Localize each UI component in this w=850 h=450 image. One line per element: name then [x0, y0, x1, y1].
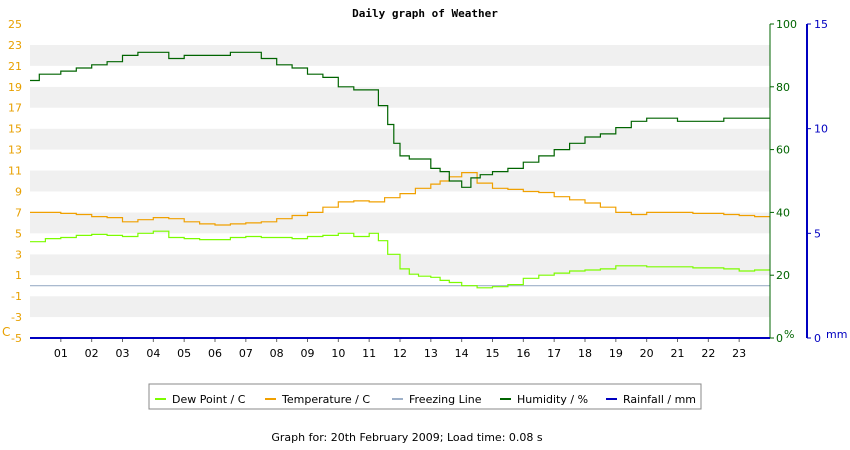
left-tick-label: 5	[15, 227, 22, 240]
left-tick-label: 25	[8, 18, 22, 31]
legend-label: Dew Point / C	[172, 393, 246, 406]
series-line-temperature-c	[30, 172, 770, 226]
legend-label: Rainfall / mm	[623, 393, 696, 406]
x-tick-label: 09	[301, 347, 315, 360]
legend-box	[148, 383, 702, 410]
x-tick-label: 19	[609, 347, 623, 360]
series-line-humidity	[30, 51, 770, 188]
grid-band	[30, 233, 770, 255]
left-tick-label: 15	[8, 123, 22, 136]
left-tick-label: 17	[8, 102, 22, 115]
chart-title: Daily graph of Weather	[352, 7, 498, 20]
left-tick-label: 13	[8, 144, 22, 157]
grid-band	[30, 149, 770, 171]
left-tick-label: -5	[11, 332, 22, 345]
humidity-axis-ticks: 20 40 60 80 100 0	[770, 18, 797, 345]
left-axis-unit: C	[2, 325, 10, 339]
left-tick-label: 23	[8, 39, 22, 52]
rainfall-axis-unit: mm	[826, 328, 847, 341]
x-tick-label: 21	[671, 347, 685, 360]
left-tick-label: 9	[15, 185, 22, 198]
x-tick-label: 10	[331, 347, 345, 360]
x-axis-ticks: 01 02 03 04 05 06 07 08 09 10 11 12 13 14 15 16 17 18 19 20…	[54, 338, 746, 360]
left-tick-label: 21	[8, 60, 22, 73]
left-tick-label: 1	[15, 269, 22, 282]
grid-band	[30, 191, 770, 213]
grid-band	[30, 317, 770, 338]
left-tick-label: -1	[11, 290, 22, 303]
left-tick-label: 3	[15, 248, 22, 261]
x-tick-label: 08	[270, 347, 284, 360]
x-tick-label: 01	[54, 347, 68, 360]
x-tick-label: 18	[578, 347, 592, 360]
humidity-tick-label: 40	[776, 206, 790, 219]
humidity-tick-label: 20	[776, 269, 790, 282]
left-tick-label: 7	[15, 206, 22, 219]
x-tick-label: 05	[177, 347, 191, 360]
series-line-dew-point-c	[30, 230, 770, 289]
grid-band	[30, 212, 770, 234]
rainfall-axis-ticks: 0 5 10 15	[807, 18, 828, 345]
grid-band	[30, 44, 770, 66]
x-tick-label: 14	[455, 347, 469, 360]
grid-band	[30, 24, 770, 45]
x-tick-label: 13	[424, 347, 438, 360]
grid-band	[30, 296, 770, 318]
axes	[30, 24, 808, 339]
legend-label: Humidity / %	[517, 393, 588, 406]
x-tick-label: 23	[732, 347, 746, 360]
grid-band	[30, 65, 770, 87]
footer-text: Graph for: 20th February 2009; Load time…	[271, 431, 543, 444]
rainfall-tick-label: 0	[814, 332, 821, 345]
grid-band	[30, 170, 770, 192]
humidity-tick-label: 100	[776, 18, 797, 31]
grid-band	[30, 107, 770, 129]
rainfall-tick-label: 10	[814, 123, 828, 136]
grid-bands	[30, 24, 770, 338]
x-tick-label: 07	[239, 347, 253, 360]
x-tick-label: 16	[516, 347, 530, 360]
x-tick-label: 06	[208, 347, 222, 360]
x-tick-label: 20	[640, 347, 654, 360]
x-tick-label: 11	[362, 347, 376, 360]
x-tick-label: 02	[85, 347, 99, 360]
grid-band	[30, 86, 770, 108]
x-tick-label: 22	[701, 347, 715, 360]
humidity-tick-label: 80	[776, 81, 790, 94]
x-tick-label: 04	[146, 347, 160, 360]
x-tick-label: 12	[393, 347, 407, 360]
left-tick-label: 19	[8, 81, 22, 94]
legend-label: Temperature / C	[281, 393, 370, 406]
grid-band	[30, 128, 770, 150]
rainfall-tick-label: 15	[814, 18, 828, 31]
left-tick-label: -3	[11, 311, 22, 324]
humidity-axis-unit: %	[784, 328, 794, 341]
legend: Dew Point / C Temperature / C Freezing Lin…	[148, 383, 702, 410]
x-tick-label: 15	[486, 347, 500, 360]
humidity-tick-label: 60	[776, 144, 790, 157]
humidity-tick-label: 0	[776, 332, 783, 345]
left-tick-label: 11	[8, 165, 22, 178]
rainfall-tick-label: 5	[814, 227, 821, 240]
x-tick-label: 17	[547, 347, 561, 360]
legend-label: Freezing Line	[409, 393, 482, 406]
x-tick-label: 03	[116, 347, 130, 360]
